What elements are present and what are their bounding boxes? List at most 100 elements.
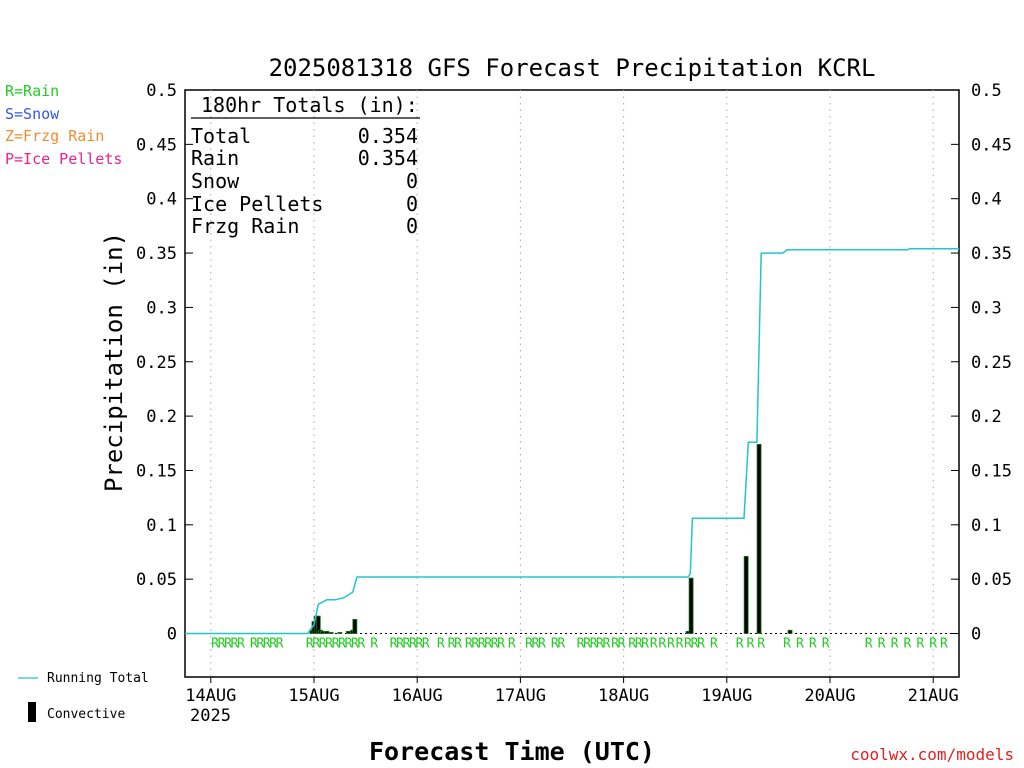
rain-marker: R xyxy=(338,637,346,652)
y-axis-right: 0 0.05 0.1 0.15 0.2 0.25 0.3 0.35 0.4 0.45 0.5 xyxy=(951,81,1012,645)
legend-freezing-rain: Z=Frzg Rain xyxy=(5,127,104,145)
totals-label-freezing-rain: Frzg Rain xyxy=(191,214,299,238)
rain-marker: R xyxy=(710,637,718,652)
rain-marker: R xyxy=(747,637,755,652)
totals-value-ice-pellets: 0 xyxy=(406,192,418,216)
rain-marker: R xyxy=(437,637,445,652)
rain-marker: R xyxy=(306,637,314,652)
running-total-line xyxy=(185,247,959,635)
rain-marker: R xyxy=(577,637,585,652)
rain-marker: R xyxy=(667,637,675,652)
y-tick-label: 0 xyxy=(167,625,177,645)
convective-bar xyxy=(756,443,762,634)
rain-marker: R xyxy=(491,637,499,652)
y-tick-label: 0 xyxy=(971,625,981,645)
convective-bar xyxy=(345,630,351,634)
rain-marker: R xyxy=(224,637,232,652)
y-tick-label: 0.3 xyxy=(146,298,177,318)
year-label: 2025 xyxy=(190,706,231,726)
rain-marker: R xyxy=(256,637,264,652)
y-tick-label: 0.25 xyxy=(971,353,1012,373)
y-axis-title: Precipitation (in) xyxy=(100,232,128,492)
x-tick-label: 17AUG xyxy=(495,686,546,706)
convective-bar xyxy=(688,577,694,634)
rain-marker: R xyxy=(551,637,559,652)
rain-marker: R xyxy=(396,637,404,652)
totals-label-ice-pellets: Ice Pellets xyxy=(191,192,323,216)
y-tick-label: 0.1 xyxy=(971,516,1002,536)
x-tick-label: 18AUG xyxy=(598,686,649,706)
totals-value-rain: 0.354 xyxy=(358,146,418,170)
rain-marker: R xyxy=(822,637,830,652)
rain-marker: R xyxy=(658,637,666,652)
rain-marker: R xyxy=(635,637,643,652)
convective-bar xyxy=(324,630,330,634)
rain-marker: R xyxy=(891,637,899,652)
rain-marker: R xyxy=(325,637,333,652)
legend-snow: S=Snow xyxy=(5,105,60,123)
rain-marker: R xyxy=(211,637,219,652)
rain-marker: R xyxy=(351,637,359,652)
series-legend: Running Total Convective xyxy=(18,671,149,722)
rain-marker: R xyxy=(736,637,744,652)
rain-marker: R xyxy=(454,637,462,652)
rain-marker: R xyxy=(641,637,649,652)
rain-marker: R xyxy=(471,637,479,652)
totals-label-total: Total xyxy=(191,124,251,148)
rain-marker: R xyxy=(525,637,533,652)
convective-bar xyxy=(337,632,343,634)
rain-marker: R xyxy=(370,637,378,652)
convective-bars xyxy=(309,443,793,634)
rain-marker: R xyxy=(903,637,911,652)
rain-marker: R xyxy=(250,637,258,652)
rain-marker: R xyxy=(691,637,699,652)
rain-marker: R xyxy=(684,637,692,652)
y-tick-label: 0.15 xyxy=(136,461,177,481)
x-tick-label: 21AUG xyxy=(908,686,959,706)
rain-marker: R xyxy=(231,637,239,652)
rain-marker: R xyxy=(319,637,327,652)
x-tick-label: 16AUG xyxy=(392,686,443,706)
chart-title: 2025081318 GFS Forecast Precipitation KC… xyxy=(269,54,876,82)
y-tick-label: 0.4 xyxy=(146,190,177,210)
rain-marker: R xyxy=(929,637,937,652)
y-axis-left: 0 0.05 0.1 0.15 0.2 0.25 0.3 0.35 0.4 0.45 0.5 xyxy=(136,81,193,645)
day-gridlines xyxy=(185,90,959,677)
rain-marker: R xyxy=(448,637,456,652)
y-tick-label: 0.35 xyxy=(136,244,177,264)
y-tick-label: 0.45 xyxy=(136,135,177,155)
y-tick-label: 0.05 xyxy=(136,570,177,590)
convective-bar xyxy=(320,630,326,634)
rain-marker: R xyxy=(557,637,565,652)
rain-marker: R xyxy=(602,637,610,652)
convective-bar xyxy=(328,632,334,634)
legend-rain: R=Rain xyxy=(5,82,59,100)
rain-marker: R xyxy=(940,637,948,652)
totals-value-freezing-rain: 0 xyxy=(406,214,418,238)
x-axis-title: Forecast Time (UTC) xyxy=(369,737,655,766)
y-tick-label: 0.05 xyxy=(971,570,1012,590)
rain-marker: R xyxy=(697,637,705,652)
rain-marker: R xyxy=(263,637,271,652)
totals-box: 180hr Totals (in): Total 0.354 Rain 0.35… xyxy=(191,93,420,238)
rain-marker: R xyxy=(269,637,277,652)
credit-text: coolwx.com/models xyxy=(850,745,1014,764)
rain-marker: R xyxy=(478,637,486,652)
rain-marker: R xyxy=(628,637,636,652)
y-tick-label: 0.5 xyxy=(146,81,177,101)
y-tick-label: 0.25 xyxy=(136,353,177,373)
x-tick-label: 20AUG xyxy=(804,686,855,706)
x-tick-label: 15AUG xyxy=(288,686,339,706)
y-tick-label: 0.35 xyxy=(971,244,1012,264)
y-tick-label: 0.4 xyxy=(971,190,1002,210)
rain-marker: R xyxy=(878,637,886,652)
rain-marker: R xyxy=(465,637,473,652)
plot-frame xyxy=(184,89,960,678)
rain-marker: R xyxy=(332,637,340,652)
rain-marker: R xyxy=(590,637,598,652)
rain-marker: R xyxy=(344,637,352,652)
convective-label: Convective xyxy=(47,707,125,722)
rain-marker: R xyxy=(618,637,626,652)
rain-marker: R xyxy=(484,637,492,652)
